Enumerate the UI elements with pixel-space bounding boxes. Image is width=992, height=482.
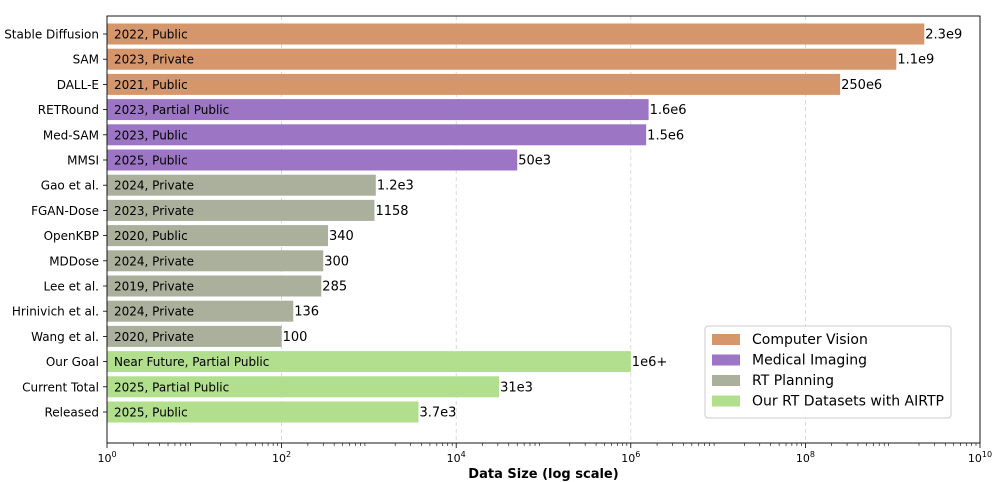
legend-swatch-3 — [712, 395, 740, 407]
x-tick-label-4: 108 — [796, 450, 815, 465]
bar-9 — [107, 250, 324, 272]
value-label-3: 1.6e6 — [650, 103, 687, 118]
value-label-2: 250e6 — [841, 78, 882, 93]
value-label-10: 285 — [322, 280, 347, 295]
legend-label-1: Medical Imaging — [752, 353, 867, 369]
legend-label-3: Our RT Datasets with AIRTP — [752, 394, 944, 410]
bar-1 — [107, 48, 897, 70]
bar-annotation-4: 2023, Public — [114, 128, 188, 142]
x-tick-label-2: 104 — [447, 450, 466, 465]
bars: 2022, Public 2.3e9 2023, Private 1.1e9 2021,… — [107, 23, 962, 423]
category-label-2: DALL-E — [57, 78, 99, 92]
value-label-4: 1.5e6 — [647, 128, 684, 143]
bar-10 — [107, 275, 322, 297]
bar-2 — [107, 73, 841, 95]
value-label-5: 50e3 — [518, 154, 551, 169]
bar-0 — [107, 23, 925, 45]
bar-annotation-8: 2020, Public — [114, 229, 188, 243]
plot-frame — [106, 15, 981, 444]
category-label-1: SAM — [73, 53, 99, 67]
category-label-15: Released — [44, 406, 99, 420]
bar-11 — [107, 300, 294, 322]
legend-label-2: RT Planning — [752, 373, 834, 389]
bar-4 — [107, 124, 647, 146]
value-label-6: 1.2e3 — [377, 179, 414, 194]
value-label-14: 31e3 — [500, 380, 533, 395]
legend-box — [704, 325, 952, 419]
value-label-1: 1.1e9 — [897, 53, 934, 68]
category-label-10: Lee et al. — [44, 280, 99, 294]
bar-6 — [107, 174, 376, 196]
category-label-0: Stable Diffusion — [4, 28, 99, 42]
legend-swatch-2 — [712, 375, 740, 386]
bar-annotation-10: 2019, Private — [114, 280, 194, 294]
value-label-13: 1e6+ — [632, 355, 667, 370]
bar-annotation-13: Near Future, Partial Public — [114, 355, 269, 369]
bar-annotation-3: 2023, Partial Public — [114, 103, 229, 117]
bar-annotation-12: 2020, Private — [114, 330, 194, 344]
bar-annotation-6: 2024, Private — [114, 179, 194, 193]
value-label-11: 136 — [294, 305, 319, 320]
legend-label-0: Computer Vision — [752, 332, 868, 348]
bar-annotation-1: 2023, Private — [114, 53, 194, 67]
category-label-12: Wang et al. — [31, 330, 99, 344]
bar-annotation-9: 2024, Private — [114, 254, 194, 268]
category-label-13: Our Goal — [46, 355, 99, 369]
value-label-0: 2.3e9 — [925, 28, 962, 43]
value-label-12: 100 — [283, 330, 308, 345]
bar-annotation-14: 2025, Partial Public — [114, 380, 229, 394]
x-tick-label-0: 100 — [97, 450, 116, 465]
x-axis: 100 102 104 106 108 1010 — [97, 15, 992, 465]
bar-annotation-15: 2025, Public — [114, 406, 188, 420]
category-label-11: Hrinivich et al. — [12, 305, 99, 319]
bar-3 — [107, 99, 649, 121]
bar-12 — [107, 325, 282, 347]
category-label-4: Med-SAM — [43, 128, 99, 142]
bar-annotation-2: 2021, Public — [114, 78, 188, 92]
category-label-14: Current Total — [22, 380, 99, 394]
value-label-9: 300 — [324, 254, 349, 269]
bar-8 — [107, 225, 328, 247]
category-label-7: FGAN-Dose — [31, 204, 99, 218]
legend-swatch-0 — [712, 334, 740, 345]
x-tick-label-1: 102 — [272, 450, 291, 465]
bar-annotation-0: 2022, Public — [114, 28, 188, 42]
value-label-7: 1158 — [375, 204, 408, 219]
bar-annotation-11: 2024, Private — [114, 305, 194, 319]
category-label-6: Gao et al. — [41, 179, 99, 193]
category-label-5: MMSI — [67, 154, 99, 168]
value-label-15: 3.7e3 — [420, 406, 457, 421]
value-label-8: 340 — [329, 229, 354, 244]
category-label-3: RETRound — [38, 103, 99, 117]
bar-13 — [107, 351, 631, 373]
bar-annotation-5: 2025, Public — [114, 154, 188, 168]
x-tick-label-5: 1010 — [968, 450, 992, 465]
x-tick-label-3: 106 — [621, 450, 640, 465]
bar-14 — [107, 376, 500, 398]
category-label-8: OpenKBP — [44, 229, 99, 243]
x-axis-label: Data Size (log scale) — [468, 467, 618, 482]
bar-5 — [107, 149, 518, 171]
legend-swatch-1 — [712, 354, 740, 366]
category-label-9: MDDose — [49, 254, 99, 268]
legend: Computer Vision Medical Imaging RT Plannin… — [704, 325, 952, 419]
bar-7 — [107, 199, 375, 221]
category-labels: Stable Diffusion SAM DALL-E RETRound Med-SAM… — [4, 28, 107, 420]
bar-annotation-7: 2023, Private — [114, 204, 194, 218]
bar-15 — [107, 401, 419, 423]
